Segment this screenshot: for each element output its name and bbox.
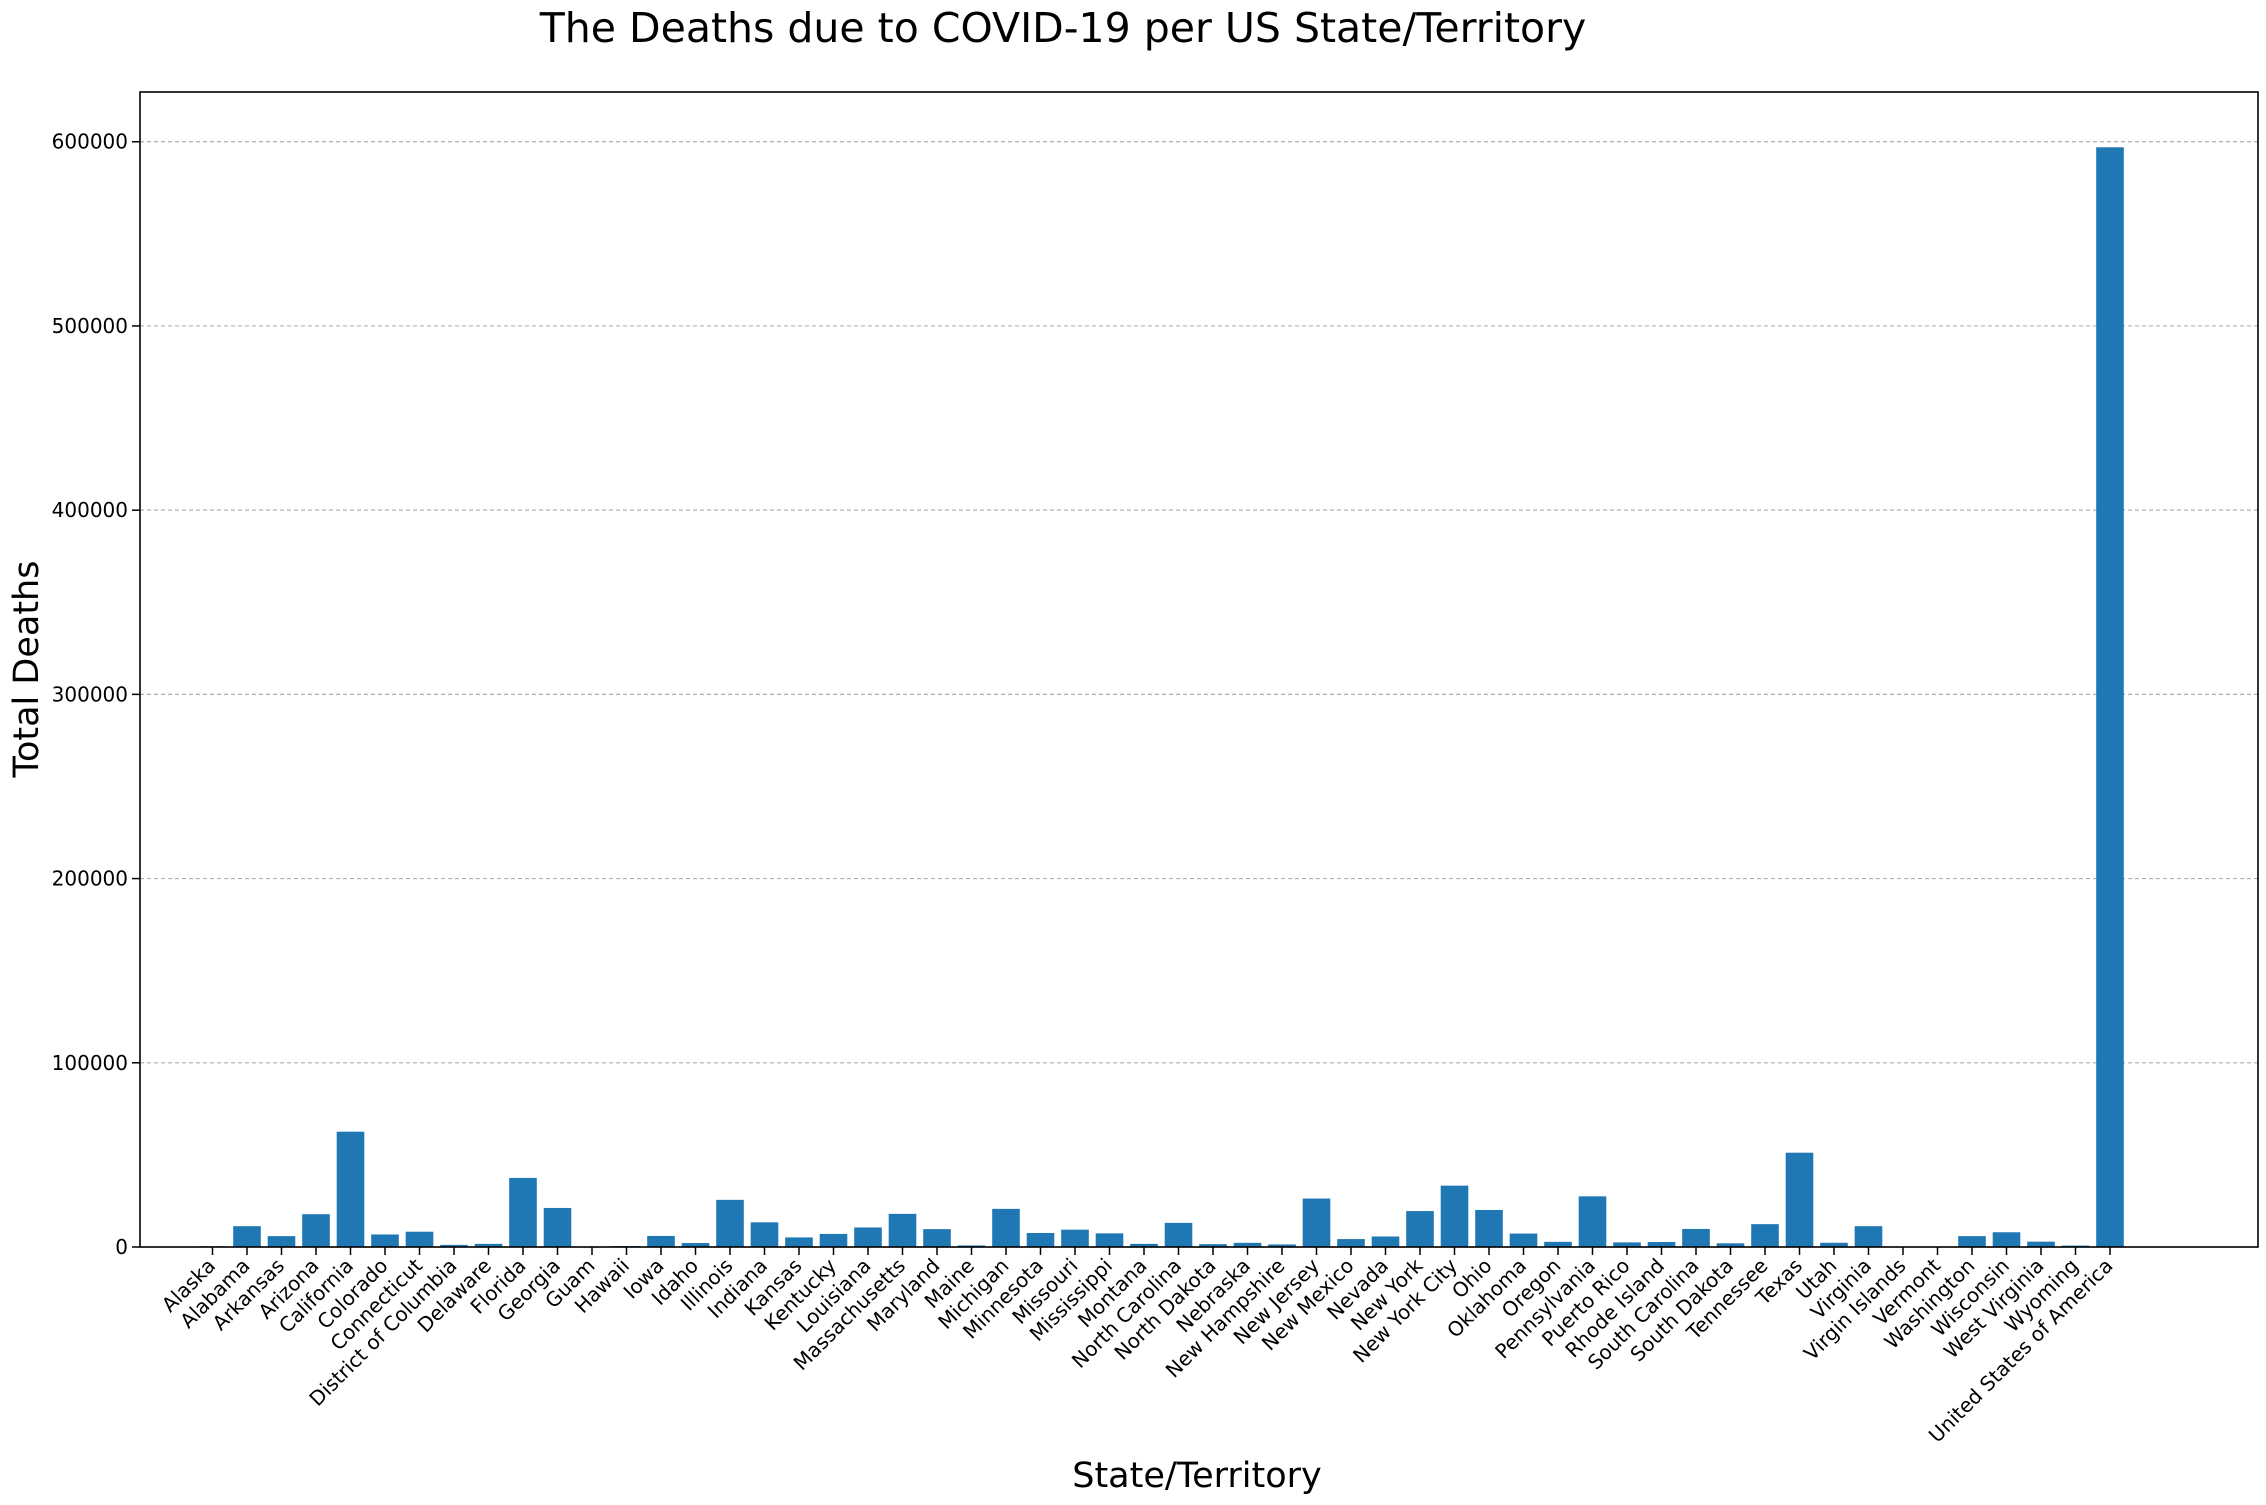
bar: [2096, 147, 2124, 1247]
bar: [1164, 1222, 1193, 1247]
bars: [198, 147, 2124, 1247]
y-axis: 0 100000 200000 300000 400000 500000 600000: [52, 130, 140, 1259]
bar: [1371, 1236, 1400, 1247]
bar: [2027, 1241, 2055, 1247]
bar: [1578, 1196, 1607, 1247]
bar: [1716, 1243, 1745, 1247]
bar: [1268, 1244, 1296, 1247]
y-tick-label: 100000: [52, 1051, 128, 1075]
bar: [992, 1208, 1020, 1247]
bar: [1199, 1244, 1227, 1247]
bar: [1958, 1236, 1986, 1247]
bar: [267, 1236, 296, 1247]
bar: [923, 1229, 951, 1247]
y-tick-label: 0: [115, 1235, 128, 1259]
bar: [1647, 1242, 1676, 1247]
bar: [1026, 1233, 1055, 1247]
bar: [302, 1214, 330, 1247]
bar: [1406, 1211, 1434, 1247]
bar: [1751, 1224, 1779, 1247]
bar: [543, 1207, 572, 1247]
bar: [1854, 1226, 1883, 1247]
chart-title: The Deaths due to COVID-19 per US State/…: [539, 4, 1587, 52]
bar: [1130, 1243, 1158, 1247]
bar: [1509, 1233, 1538, 1247]
bar: [371, 1234, 399, 1247]
bar: [1992, 1232, 2021, 1247]
bar: [1820, 1242, 1848, 1247]
bar: [1785, 1152, 1814, 1247]
bar: [681, 1243, 710, 1247]
bar: [819, 1233, 848, 1247]
bar: [1233, 1242, 1262, 1247]
bar: [1061, 1229, 1089, 1247]
bar: [474, 1243, 503, 1247]
bar: [1544, 1241, 1572, 1247]
y-tick-label: 400000: [52, 498, 128, 522]
bar: [440, 1244, 468, 1247]
y-axis-label: Total Deaths: [7, 561, 47, 779]
bar: [1337, 1239, 1365, 1247]
y-tick-label: 600000: [52, 130, 128, 154]
plot-frame: [139, 91, 2259, 1248]
y-tick-label: 500000: [52, 314, 128, 338]
bar: [716, 1199, 744, 1247]
bar: [785, 1237, 813, 1247]
bar: [888, 1213, 917, 1247]
bar: [647, 1235, 675, 1247]
y-tick-label: 300000: [52, 682, 128, 706]
bar: [1440, 1185, 1469, 1247]
x-axis-label: State/Territory: [1072, 1456, 1322, 1496]
x-axis: AlaskaAlabamaArkansasArizonaCaliforniaCo…: [157, 1247, 2118, 1447]
bar: [1682, 1228, 1710, 1247]
bar: [1475, 1209, 1503, 1247]
gridlines: [140, 141, 2258, 1248]
bar: [509, 1177, 537, 1247]
bar: [750, 1222, 779, 1247]
bar: [1302, 1198, 1331, 1247]
bar: [233, 1226, 261, 1247]
bar: [336, 1131, 365, 1247]
bar: [1095, 1233, 1124, 1247]
y-tick-label: 200000: [52, 867, 128, 891]
bar: [854, 1227, 882, 1247]
bar: [405, 1231, 434, 1247]
bar: [1613, 1242, 1641, 1247]
